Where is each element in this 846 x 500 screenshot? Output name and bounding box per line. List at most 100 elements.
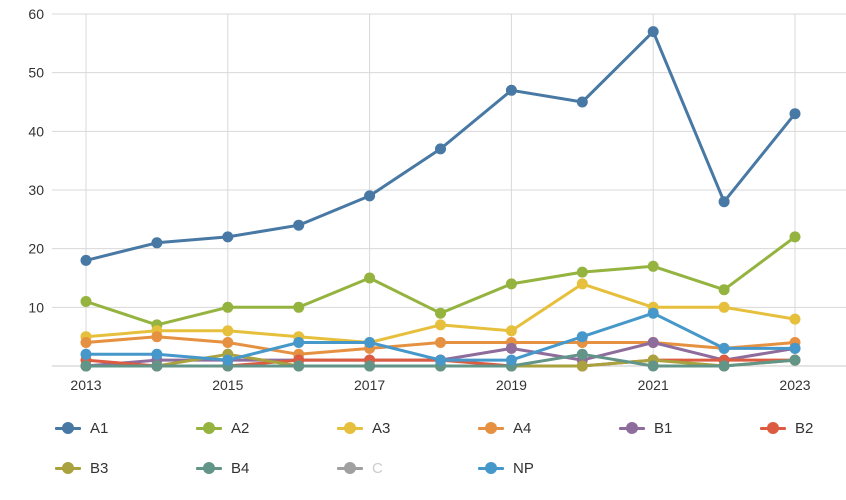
legend-marker-dot [62,462,74,474]
data-point-np-2013[interactable] [80,348,92,360]
data-point-a1-2020[interactable] [576,96,588,108]
data-point-a1-2017[interactable] [364,190,376,202]
data-point-a1-2019[interactable] [505,84,517,96]
legend-label-a3: A3 [372,419,391,437]
data-point-a3-2015[interactable] [222,325,234,337]
data-point-np-2021[interactable] [647,307,659,319]
legend-item-b4[interactable]: B4 [196,461,337,476]
data-point-b1-2019[interactable] [505,342,517,354]
data-point-a4-2013[interactable] [80,337,92,348]
data-point-a3-2022[interactable] [718,301,730,313]
legend-marker-dot [767,422,779,434]
legend-series-marker-icon [55,462,81,474]
data-point-b4-2017[interactable] [364,360,376,372]
line-chart-plot-area: 10 20 30 40 50 60 2013 2015 2017 2019 2021 2023 [28,6,846,393]
data-point-a3-2018[interactable] [435,319,446,331]
data-point-a2-2018[interactable] [435,307,446,319]
y-tick-label: 10 [28,299,44,315]
data-point-b1-2021[interactable] [647,337,659,348]
data-point-b4-2013[interactable] [80,360,92,372]
data-point-a2-2015[interactable] [222,301,234,313]
legend-item-b2[interactable]: B2 [760,421,846,436]
legend-label-a4: A4 [513,419,532,437]
legend-item-b3[interactable]: B3 [55,461,196,476]
legend-label-b1: B1 [654,419,673,437]
data-point-b4-2014[interactable] [151,360,163,372]
data-point-a3-2020[interactable] [576,278,588,290]
data-point-a1-2014[interactable] [151,237,163,249]
data-point-np-2020[interactable] [576,331,588,343]
data-point-a1-2021[interactable] [647,26,659,38]
legend-marker-dot [203,462,215,474]
data-point-np-2015[interactable] [222,354,234,366]
legend-item-b1[interactable]: B1 [619,421,760,436]
data-point-b4-2016[interactable] [293,360,305,372]
data-point-np-2018[interactable] [435,354,446,366]
data-point-a4-2015[interactable] [222,337,234,348]
data-point-np-2023[interactable] [789,342,801,354]
chart-legend: A1 A2 A3 A4 B1 B2 B3 B4 C NP [55,408,845,488]
legend-series-marker-icon [337,422,363,434]
data-point-a2-2022[interactable] [718,284,730,296]
data-point-b3-2020[interactable] [576,360,588,372]
legend-item-a4[interactable]: A4 [478,421,619,436]
data-point-a4-2014[interactable] [151,331,163,343]
x-tick-label: 2019 [496,377,527,393]
legend-label-a1: A1 [90,419,109,437]
x-tick-label: 2017 [354,377,385,393]
legend-label-b3: B3 [90,459,109,477]
data-point-np-2017[interactable] [364,337,376,348]
legend-item-a1[interactable]: A1 [55,421,196,436]
data-point-a1-2018[interactable] [435,143,446,155]
data-point-a1-2013[interactable] [80,254,92,266]
legend-series-marker-icon [619,422,645,434]
data-point-b4-2021[interactable] [647,360,659,372]
x-tick-label: 2015 [212,377,243,393]
data-point-a1-2023[interactable] [789,108,801,120]
y-tick-label: 60 [28,6,44,22]
data-point-b4-2020[interactable] [576,348,588,360]
legend-series-marker-icon [55,422,81,434]
data-point-a2-2013[interactable] [80,296,92,307]
y-tick-label: 30 [28,182,44,198]
legend-item-a2[interactable]: A2 [196,421,337,436]
legend-item-a3[interactable]: A3 [337,421,478,436]
data-point-a2-2023[interactable] [789,231,801,243]
y-tick-label: 50 [28,65,44,81]
legend-item-np[interactable]: NP [478,461,619,476]
data-point-np-2022[interactable] [718,342,730,354]
data-point-np-2014[interactable] [151,348,163,360]
legend-series-marker-icon [478,462,504,474]
legend-marker-dot [344,422,356,434]
data-point-a2-2021[interactable] [647,260,659,272]
x-tick-label: 2023 [779,377,810,393]
data-point-a3-2023[interactable] [789,313,801,325]
data-point-a2-2020[interactable] [576,266,588,278]
data-point-a2-2019[interactable] [505,278,517,290]
data-point-a1-2022[interactable] [718,196,730,208]
legend-item-c[interactable]: C [337,461,478,476]
legend-label-np: NP [513,459,534,477]
legend-series-marker-icon [196,422,222,434]
data-point-b4-2023[interactable] [789,354,801,366]
legend-label-b2: B2 [795,419,814,437]
data-point-a2-2017[interactable] [364,272,376,284]
legend-marker-dot [203,422,215,434]
legend-marker-dot [344,462,356,474]
data-point-a1-2015[interactable] [222,231,234,243]
data-point-a3-2019[interactable] [505,325,517,337]
data-point-np-2016[interactable] [293,337,305,348]
legend-marker-dot [626,422,638,434]
legend-series-marker-icon [760,422,786,434]
legend-series-marker-icon [478,422,504,434]
data-point-a4-2018[interactable] [435,337,446,348]
data-point-b4-2022[interactable] [718,360,730,372]
legend-label-a2: A2 [231,419,250,437]
legend-marker-dot [485,422,497,434]
data-point-np-2019[interactable] [505,354,517,366]
legend-marker-dot [62,422,74,434]
data-point-a2-2016[interactable] [293,301,305,313]
x-tick-label: 2021 [638,377,669,393]
data-point-a1-2016[interactable] [293,219,305,231]
legend-label-c: C [372,459,383,477]
